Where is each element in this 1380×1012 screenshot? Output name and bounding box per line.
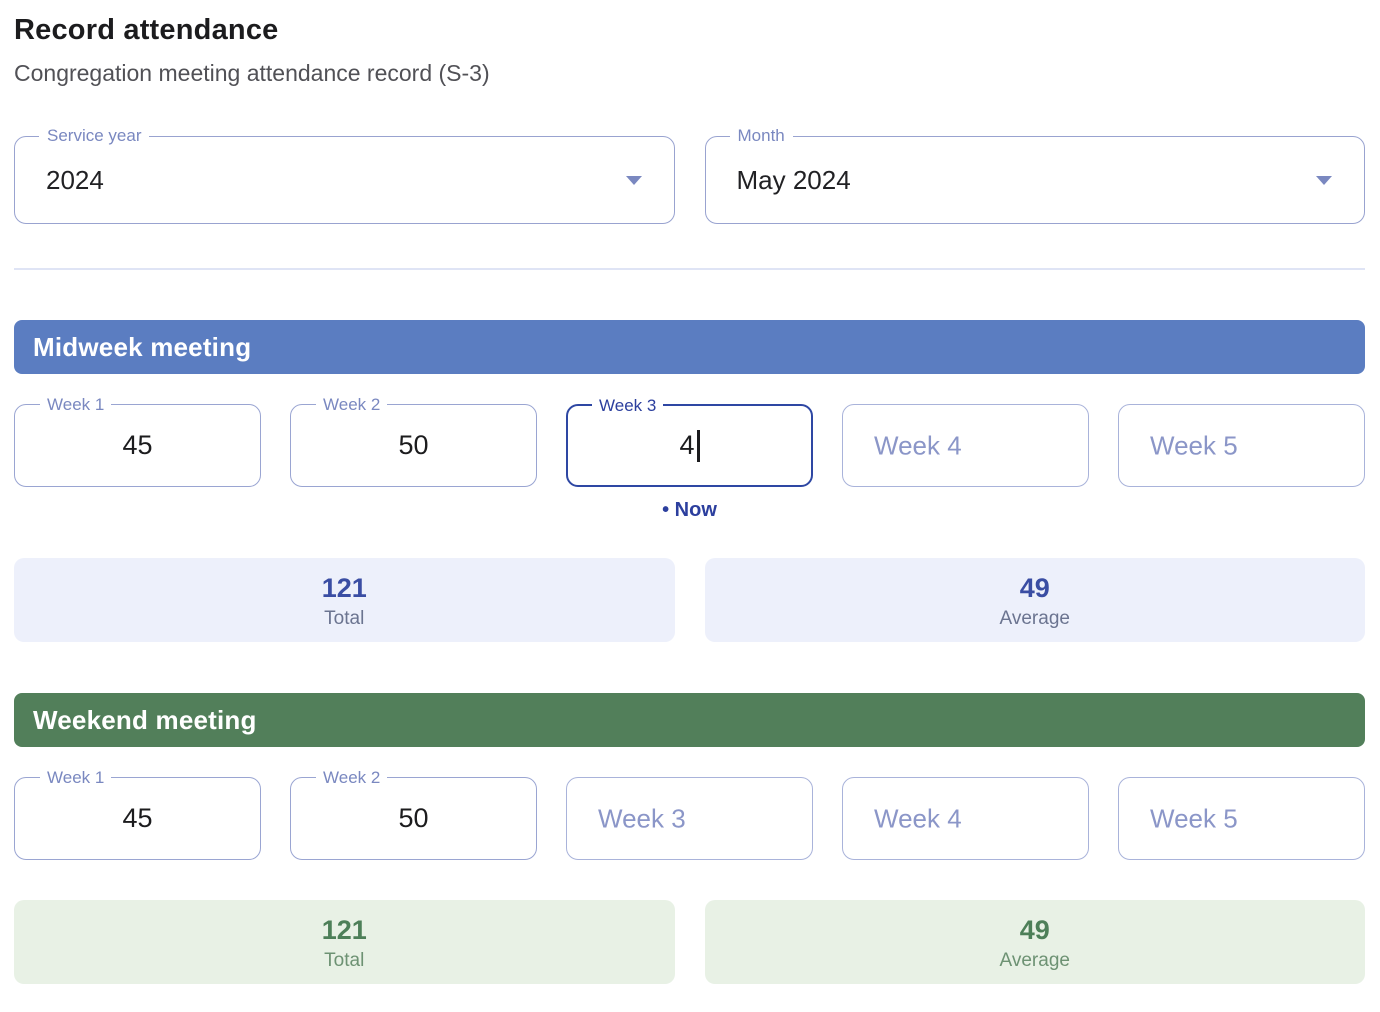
weekend-total-card: 121 Total — [14, 900, 675, 984]
weekend-week-4-col: Week 4 — [842, 777, 1089, 860]
weekend-meeting-section: Weekend meeting Week 1 45 Week 2 50 Week… — [14, 693, 1365, 984]
midweek-average-label: Average — [999, 607, 1070, 629]
month-value: May 2024 — [736, 164, 851, 195]
text-cursor — [696, 429, 700, 462]
service-year-value: 2024 — [46, 164, 104, 195]
service-year-select[interactable]: Service year 2024 — [14, 126, 675, 224]
midweek-week-2-input[interactable]: Week 2 50 — [290, 395, 537, 487]
month-select[interactable]: Month May 2024 — [704, 126, 1365, 224]
weekend-average-card: 49 Average — [704, 900, 1365, 984]
weekend-week-2-col: Week 2 50 — [290, 768, 537, 860]
weekend-week-3-input[interactable]: Week 3 — [566, 777, 813, 860]
month-label: Month — [729, 126, 793, 146]
page-subtitle: Congregation meeting attendance record (… — [14, 60, 490, 86]
weekend-week-2-value: 50 — [398, 803, 429, 833]
weekend-total-label: Total — [324, 949, 365, 971]
weekend-week-2-input[interactable]: Week 2 50 — [290, 768, 537, 860]
dropdown-arrow-icon — [1316, 176, 1332, 185]
midweek-total-value: 121 — [321, 572, 367, 603]
midweek-week-5-col: Week 5 — [1118, 404, 1365, 487]
weekend-week-1-col: Week 1 45 — [14, 768, 261, 860]
weekend-week-4-input[interactable]: Week 4 — [842, 777, 1089, 860]
midweek-week-3-value: 4 — [679, 429, 700, 462]
filter-row: Service year 2024 Month May 2024 — [14, 126, 1365, 224]
weekend-week-1-label: Week 1 — [40, 768, 112, 788]
weekend-week-5-col: Week 5 — [1118, 777, 1365, 860]
weekend-section-header: Weekend meeting — [14, 693, 1365, 747]
dropdown-arrow-icon — [625, 176, 642, 185]
midweek-average-card: 49 Average — [704, 558, 1365, 642]
midweek-week-4-input[interactable]: Week 4 — [842, 404, 1089, 487]
midweek-week-3-text: 4 — [679, 430, 695, 460]
midweek-week-4-label: Week 4 — [874, 430, 962, 460]
weekend-week-1-value: 45 — [122, 803, 153, 833]
weekend-average-value: 49 — [1019, 914, 1050, 945]
weekend-week-row: Week 1 45 Week 2 50 Week 3 Week 4 — [14, 768, 1365, 860]
midweek-week-1-value: 45 — [122, 430, 153, 460]
now-indicator: • Now — [662, 499, 717, 521]
midweek-week-1-col: Week 1 45 — [14, 395, 261, 487]
midweek-total-card: 121 Total — [14, 558, 675, 642]
weekend-total-value: 121 — [321, 914, 367, 945]
midweek-week-2-col: Week 2 50 — [290, 395, 537, 487]
midweek-week-3-col: Week 3 4 • Now — [566, 396, 813, 522]
midweek-meeting-section: Midweek meeting Week 1 45 Week 2 50 Week… — [14, 320, 1365, 642]
midweek-week-3-input[interactable]: Week 3 4 — [566, 396, 813, 487]
midweek-week-3-label: Week 3 — [592, 396, 664, 416]
midweek-week-1-input[interactable]: Week 1 45 — [14, 395, 261, 487]
weekend-week-5-input[interactable]: Week 5 — [1118, 777, 1365, 860]
midweek-week-1-label: Week 1 — [40, 395, 112, 415]
midweek-week-5-label: Week 5 — [1150, 430, 1238, 460]
midweek-week-5-input[interactable]: Week 5 — [1118, 404, 1365, 487]
midweek-week-2-label: Week 2 — [316, 395, 388, 415]
midweek-week-row: Week 1 45 Week 2 50 Week 3 4 • Now W — [14, 395, 1365, 522]
weekend-week-2-label: Week 2 — [316, 768, 388, 788]
weekend-average-label: Average — [999, 949, 1070, 971]
page-title: Record attendance — [14, 14, 279, 46]
midweek-week-2-value: 50 — [398, 430, 429, 460]
weekend-week-5-label: Week 5 — [1150, 803, 1238, 833]
midweek-average-value: 49 — [1019, 572, 1050, 603]
record-attendance-page: Record attendance Congregation meeting a… — [14, 14, 1365, 984]
midweek-section-header: Midweek meeting — [14, 320, 1365, 374]
service-year-label: Service year — [39, 126, 150, 146]
weekend-week-3-label: Week 3 — [598, 803, 686, 833]
section-divider — [14, 268, 1365, 270]
weekend-summary-row: 121 Total 49 Average — [14, 900, 1365, 984]
midweek-week-4-col: Week 4 — [842, 404, 1089, 487]
weekend-week-1-input[interactable]: Week 1 45 — [14, 768, 261, 860]
weekend-week-4-label: Week 4 — [874, 803, 962, 833]
midweek-summary-row: 121 Total 49 Average — [14, 558, 1365, 642]
weekend-week-3-col: Week 3 — [566, 777, 813, 860]
midweek-total-label: Total — [324, 607, 365, 629]
